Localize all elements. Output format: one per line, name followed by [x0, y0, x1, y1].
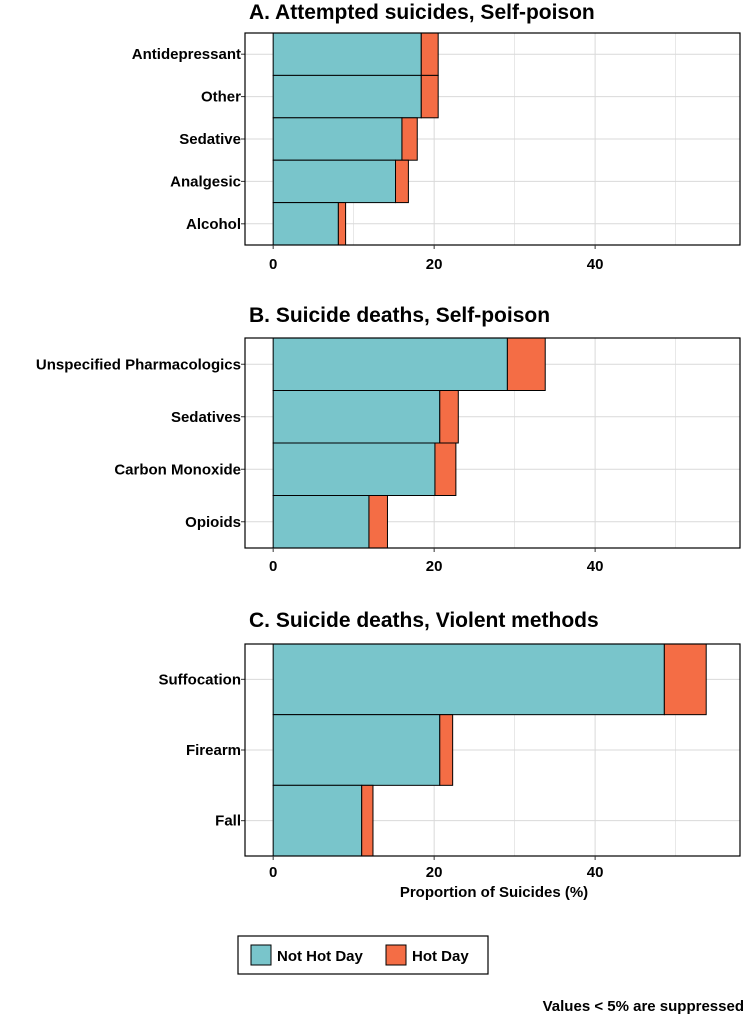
category-label: Antidepressant	[132, 46, 241, 63]
x-tick-label: 0	[269, 864, 277, 881]
bar-not-hot-antidepressant	[272, 32, 422, 76]
bar-hot-firearm	[439, 714, 454, 786]
category-label: Unspecified Pharmacologics	[36, 356, 241, 373]
bar-hot-alcohol	[337, 202, 347, 246]
legend: Not Hot Day Hot Day	[237, 935, 489, 975]
panel-a-border	[244, 32, 741, 246]
legend-label-hot-day: Hot Day	[412, 948, 469, 965]
x-tick-label: 20	[426, 864, 443, 881]
legend-swatch-not-hot-day	[250, 944, 272, 966]
category-label: Sedatives	[171, 409, 241, 426]
category-label: Fall	[215, 813, 241, 830]
bar-not-hot-suffocation	[272, 643, 665, 716]
x-tick-label: 40	[587, 558, 604, 575]
bar-hot-sedatives	[439, 390, 459, 444]
bar-not-hot-sedatives	[272, 390, 441, 444]
panel-c-title: C. Suicide deaths, Violent methods	[249, 609, 599, 632]
suppression-note: Values < 5% are suppressed	[543, 998, 744, 1015]
bar-not-hot-unspecified-pharmacologics	[272, 337, 508, 391]
x-tick-label: 20	[426, 558, 443, 575]
category-label: Carbon Monoxide	[114, 461, 241, 478]
category-label: Sedative	[179, 131, 241, 148]
bar-not-hot-sedative	[272, 117, 403, 161]
panel-b-border	[244, 337, 741, 549]
bar-not-hot-carbon-monoxide	[272, 442, 436, 496]
bar-hot-unspecified-pharmacologics	[506, 337, 546, 391]
bar-hot-fall	[361, 784, 374, 857]
bar-not-hot-opioids	[272, 495, 370, 549]
bar-not-hot-other	[272, 74, 422, 119]
legend-box	[237, 935, 489, 975]
bar-hot-suffocation	[663, 643, 707, 716]
bar-not-hot-alcohol	[272, 202, 339, 246]
bar-hot-sedative	[401, 117, 418, 161]
panel-b: B. Suicide deaths, Self-poison Unspecifi…	[36, 304, 741, 575]
category-label: Suffocation	[159, 671, 242, 688]
panel-b-title: B. Suicide deaths, Self-poison	[249, 304, 550, 327]
category-label: Firearm	[186, 742, 241, 759]
bar-hot-other	[420, 74, 439, 119]
x-axis-label: Proportion of Suicides (%)	[400, 884, 588, 901]
panel-c-border	[244, 643, 741, 857]
x-tick-label: 0	[269, 558, 277, 575]
x-tick-label: 40	[587, 864, 604, 881]
bar-hot-analgesic	[395, 159, 409, 204]
panel-c: C. Suicide deaths, Violent methods Propo…	[159, 609, 741, 901]
bar-not-hot-firearm	[272, 714, 441, 786]
panel-a-title: A. Attempted suicides, Self-poison	[249, 1, 595, 24]
category-label: Alcohol	[186, 216, 241, 233]
legend-swatch-hot-day	[385, 944, 407, 966]
category-label: Analgesic	[170, 173, 241, 190]
panel-a: A. Attempted suicides, Self-poison Antid…	[132, 1, 741, 273]
x-tick-label: 0	[269, 256, 277, 273]
bar-hot-carbon-monoxide	[434, 442, 457, 496]
category-label: Other	[201, 89, 241, 106]
legend-label-not-hot-day: Not Hot Day	[277, 948, 363, 965]
x-tick-label: 40	[587, 256, 604, 273]
x-tick-label: 20	[426, 256, 443, 273]
category-label: Opioids	[185, 514, 241, 531]
bar-not-hot-analgesic	[272, 159, 397, 204]
bar-hot-antidepressant	[420, 32, 439, 76]
bar-not-hot-fall	[272, 784, 363, 857]
bar-hot-opioids	[368, 495, 388, 549]
